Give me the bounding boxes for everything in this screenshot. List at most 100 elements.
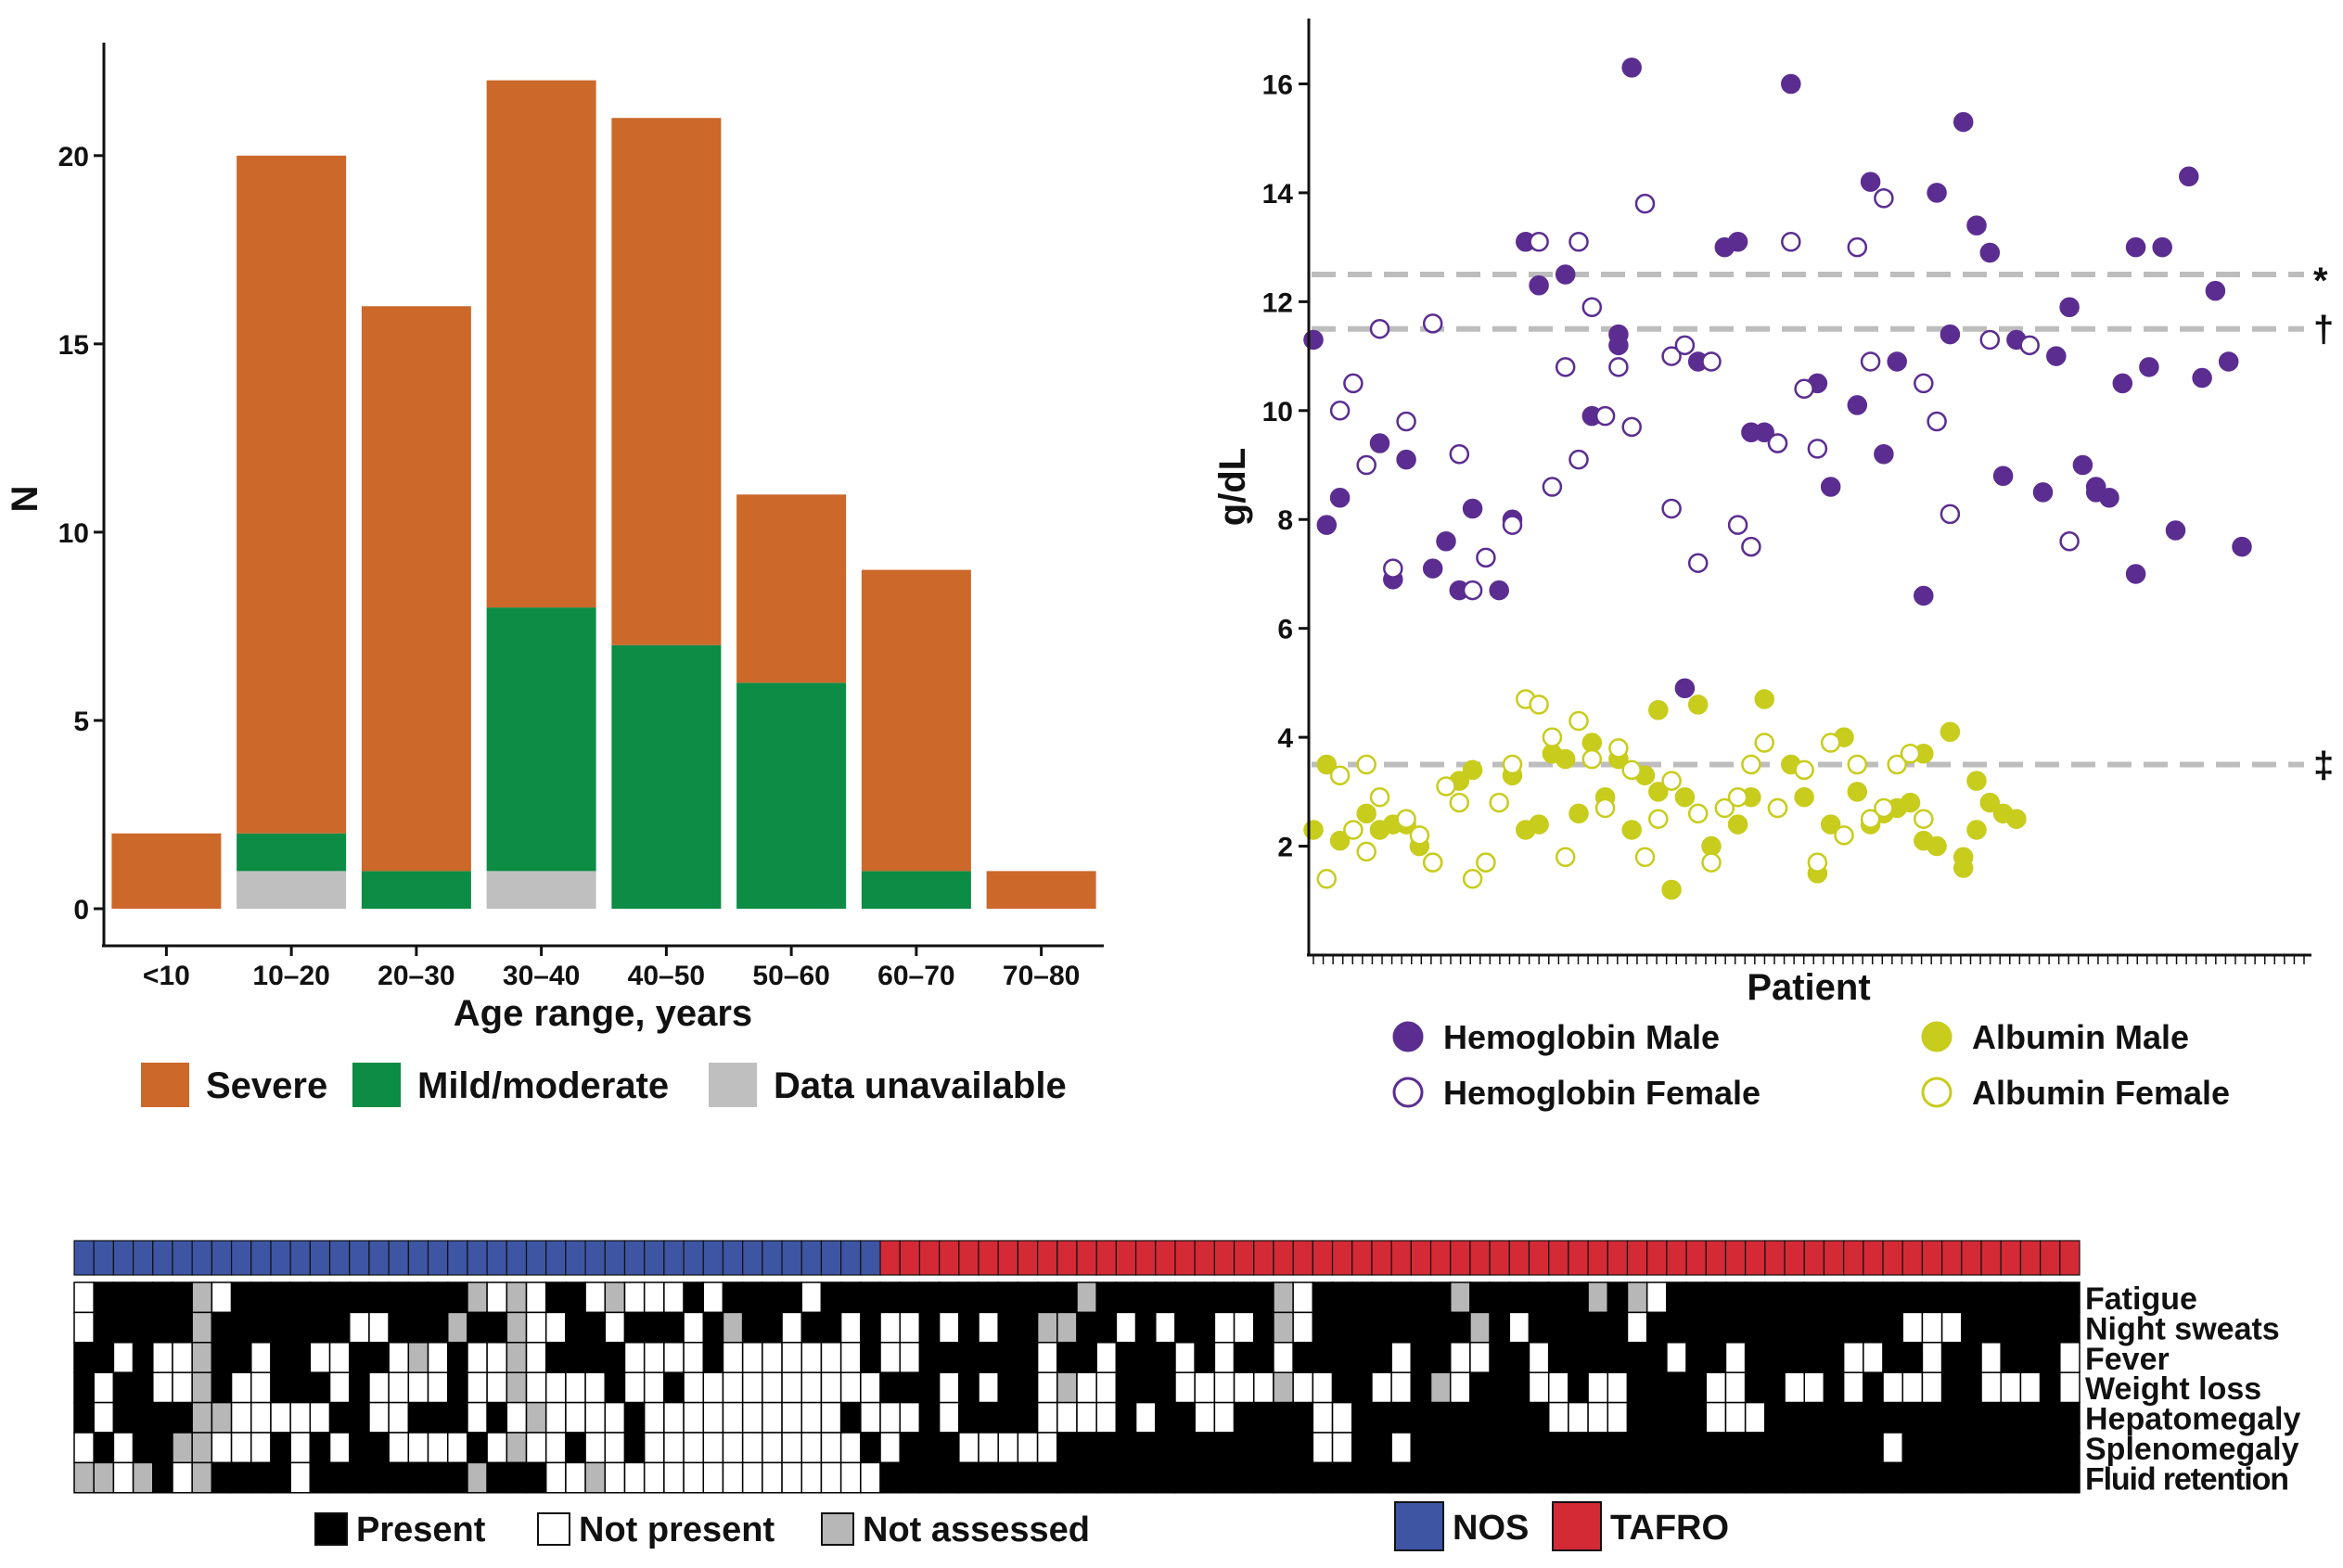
heatmap-cell-not-present <box>958 1432 979 1464</box>
heatmap-cell-not-present <box>172 1371 193 1404</box>
hemoglobin-male-point <box>1860 172 1881 192</box>
heatmap-cell-present <box>1607 1281 1629 1314</box>
heatmap-cell-not-present <box>1568 1401 1589 1434</box>
heatmap-cell-not-present <box>1980 1342 2002 1373</box>
heatmap-cell-present <box>427 1311 449 1344</box>
heatmap-cell-not-present <box>762 1432 783 1464</box>
heatmap-cell-not-present <box>73 1432 95 1464</box>
heatmap-cell-present <box>446 1461 468 1494</box>
heatmap-cell-not-assessed <box>191 1342 213 1373</box>
heatmap-cell-present <box>1351 1281 1373 1314</box>
hemoglobin-male-point <box>2059 297 2080 317</box>
heatmap-cell-not-present <box>1724 1371 1747 1404</box>
heatmap-cell-present <box>2059 1281 2081 1314</box>
heatmap-cell-present <box>1331 1281 1353 1314</box>
group-cell-tafro <box>1390 1240 1412 1276</box>
hemoglobin-female-point <box>1794 378 1814 400</box>
heatmap-cell-not-assessed <box>407 1342 429 1373</box>
hemoglobin-male-point <box>2046 346 2067 366</box>
group-cell-tafro <box>1469 1240 1491 1276</box>
bar-legend-label: Severe <box>206 1065 327 1106</box>
hemoglobin-male-point <box>1462 498 1483 519</box>
heatmap-cell-not-present <box>152 1371 173 1404</box>
heatmap-cell-present <box>1410 1401 1432 1434</box>
heatmap-cell-present <box>1449 1461 1471 1494</box>
hemoglobin-male-point <box>2139 357 2159 377</box>
heatmap-cell-present <box>2000 1311 2022 1344</box>
heatmap-cell-present <box>1626 1461 1648 1494</box>
heatmap-cell-present <box>1134 1461 1157 1494</box>
heatmap-cell-present <box>1764 1311 1786 1344</box>
heatmap-cell-not-present <box>781 1311 803 1344</box>
heatmap-cell-not-present <box>2059 1342 2081 1373</box>
heatmap-cell-not-present <box>860 1461 881 1494</box>
heatmap-cell-present <box>1194 1281 1216 1314</box>
albumin-male-point <box>1900 792 1921 813</box>
heatmap-cell-not-present <box>230 1432 252 1464</box>
group-cell-nos <box>270 1240 291 1276</box>
scatter-y-tick-label: 12 <box>1262 287 1293 318</box>
heatmap-cell-present <box>997 1461 1019 1494</box>
heatmap-cell-present <box>604 1342 626 1373</box>
heatmap-cell-present <box>1568 1432 1589 1464</box>
heatmap-cell-present <box>1764 1371 1786 1404</box>
heatmap-cell-present <box>1823 1432 1845 1464</box>
heatmap-cell-present <box>467 1432 488 1464</box>
heatmap-cell-present <box>1863 1281 1884 1314</box>
heatmap-cell-present <box>820 1311 842 1344</box>
heatmap-cell-present <box>1823 1342 1845 1373</box>
heatmap-cell-present <box>1921 1281 1943 1314</box>
heatmap-cell-present <box>1626 1342 1648 1373</box>
heatmap-cell-not-present <box>112 1461 134 1494</box>
heatmap-cell-present <box>997 1401 1019 1434</box>
heatmap-cell-not-present <box>781 1371 803 1404</box>
heatmap-cell-not-present <box>328 1342 351 1373</box>
hemoglobin-male-point <box>2032 482 2054 503</box>
heatmap-cell-present <box>486 1311 508 1344</box>
heatmap-cell-present <box>446 1281 468 1314</box>
albumin-male-point <box>1952 847 1974 868</box>
heatmap-cell-present <box>486 1401 508 1434</box>
heatmap-cell-not-present <box>1390 1432 1413 1464</box>
scatter-legend-label: Hemoglobin Male <box>1443 1018 1720 1056</box>
hemoglobin-female-point <box>1634 193 1656 214</box>
albumin-male-point <box>1847 782 1868 802</box>
heatmap-cell-present <box>427 1281 449 1314</box>
heatmap-cell-present <box>2039 1432 2061 1464</box>
heatmap-cell-not-present <box>1626 1311 1648 1344</box>
heatmap-cell-present <box>1331 1311 1353 1344</box>
heatmap-cell-present <box>879 1461 901 1494</box>
heatmap-cell-present <box>1744 1281 1766 1314</box>
hemoglobin-female-point <box>1529 232 1549 252</box>
bar-severe-2 <box>361 306 471 872</box>
group-cell-tafro <box>1450 1240 1471 1276</box>
heatmap-cell-not-assessed <box>1056 1311 1078 1344</box>
group-legend-label: TAFRO <box>1610 1509 1729 1548</box>
heatmap-cell-not-present <box>152 1342 173 1373</box>
scatter-y-tick-label: 8 <box>1277 505 1293 536</box>
heatmap-cell-present <box>1863 1432 1884 1464</box>
heatmap-cell-not-present <box>820 1461 842 1494</box>
heatmap-cell-present <box>1056 1342 1078 1373</box>
group-cell-nos <box>506 1240 528 1276</box>
heatmap-cell-present <box>250 1461 272 1494</box>
heatmap-cell-not-present <box>544 1311 567 1344</box>
heatmap-cell-not-present <box>348 1311 370 1344</box>
reference-line-symbol: ‡ <box>2313 745 2334 785</box>
scatter-y-tick-label: 14 <box>1262 179 1294 210</box>
group-cell-tafro <box>899 1240 921 1276</box>
heatmap-cell-not-present <box>1036 1401 1058 1434</box>
heatmap-cell-not-present <box>1095 1401 1118 1434</box>
heatmap-cell-not-present <box>1233 1311 1255 1344</box>
bar-x-tick-label: <10 <box>143 961 190 991</box>
heatmap-cell-not-present <box>230 1401 252 1434</box>
albumin-female-point <box>1621 759 1642 781</box>
heatmap-cell-not-present <box>722 1371 744 1404</box>
hemoglobin-female-point <box>1502 515 1523 535</box>
heatmap-cell-not-present <box>683 1371 705 1404</box>
heatmap-cell-not-present <box>427 1342 449 1373</box>
hemoglobin-female-point <box>1396 411 1416 432</box>
heatmap-cell-present <box>172 1401 193 1434</box>
heatmap-cell-not-present <box>1292 1371 1314 1404</box>
heatmap-cell-present <box>958 1461 979 1494</box>
